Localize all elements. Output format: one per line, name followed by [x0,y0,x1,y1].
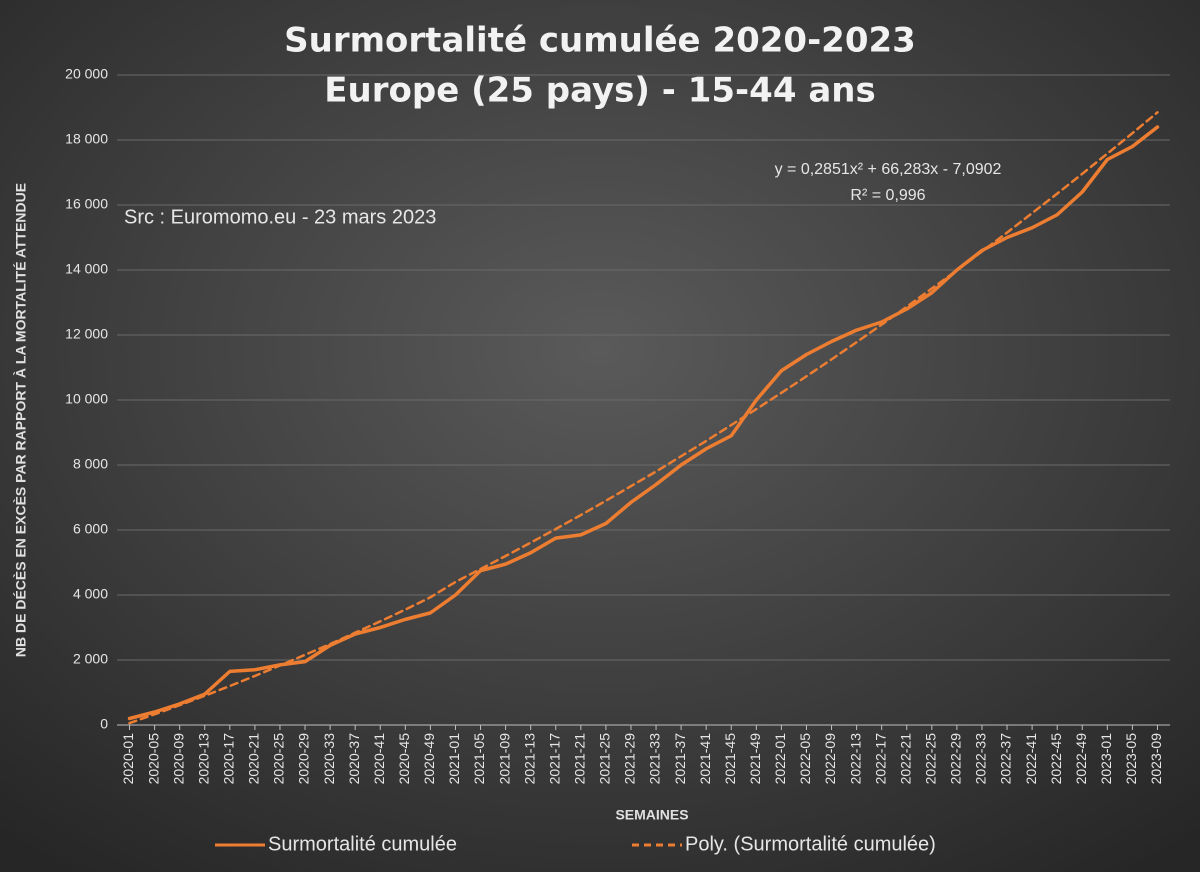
x-tick-label: 2020-05 [145,733,161,785]
x-tick-label: 2020-41 [371,733,387,785]
trend-line [128,111,1159,725]
y-axis-title: NB DE DÉCÈS EN EXCÈS PAR RAPPORT À LA MO… [13,183,29,657]
source-note: Src : Euromomo.eu - 23 mars 2023 [124,206,436,228]
x-tick-label: 2021-05 [471,733,487,785]
trend-r-squared: R² = 0,996 [850,187,925,204]
x-tick-label: 2020-37 [346,733,362,785]
x-tick-label: 2022-25 [923,733,939,785]
y-tick-label: 18 000 [65,131,108,147]
x-tick-label: 2020-29 [296,733,312,785]
x-tick-label: 2022-29 [948,733,964,785]
x-tick-label: 2023-09 [1148,733,1164,785]
y-tick-label: 8 000 [73,456,108,472]
x-tick-label: 2023-05 [1123,733,1139,785]
x-tick-label: 2021-41 [697,733,713,785]
y-tick-label: 14 000 [65,261,108,277]
x-tick-label: 2022-09 [822,733,838,785]
y-tick-label: 4 000 [73,586,108,602]
x-tick-label: 2020-17 [221,733,237,785]
x-tick-label: 2022-33 [973,733,989,785]
chart-subtitle: Europe (25 pays) - 15-44 ans [324,71,875,111]
x-tick-label: 2021-45 [722,733,738,785]
x-tick-label: 2022-41 [1023,733,1039,785]
x-tick-label: 2021-17 [546,733,562,785]
x-axis-title: SEMAINES [615,807,688,823]
y-tick-label: 6 000 [73,521,108,537]
y-tick-label: 0 [100,716,108,732]
chart-title: Surmortalité cumulée 2020-2023 [284,21,916,61]
x-tick-label: 2020-09 [170,733,186,785]
x-tick-label: 2021-25 [597,733,613,785]
x-tick-label: 2022-49 [1073,733,1089,785]
x-tick-label: 2021-29 [622,733,638,785]
x-tick-label: 2021-21 [572,733,588,785]
y-tick-label: 12 000 [65,326,108,342]
legend-label: Surmortalité cumulée [268,833,457,855]
x-tick-label: 2021-01 [446,733,462,785]
x-tick-label: 2022-13 [847,733,863,785]
x-tick-label: 2021-33 [647,733,663,785]
x-tick-label: 2020-45 [396,733,412,785]
x-tick-label: 2020-49 [421,733,437,785]
y-tick-label: 10 000 [65,391,108,407]
x-tick-label: 2023-01 [1098,733,1114,785]
x-tick-label: 2022-37 [998,733,1014,785]
x-tick-label: 2021-09 [496,733,512,785]
x-tick-label: 2022-21 [897,733,913,785]
y-tick-label: 2 000 [73,651,108,667]
x-tick-label: 2020-21 [246,733,262,785]
x-tick-label: 2020-33 [321,733,337,785]
x-tick-label: 2020-01 [120,733,136,785]
x-tick-label: 2021-49 [747,733,763,785]
x-tick-label: 2022-17 [872,733,888,785]
x-tick-label: 2022-45 [1048,733,1064,785]
x-tick-label: 2021-37 [672,733,688,785]
x-tick-label: 2022-01 [772,733,788,785]
y-tick-label: 16 000 [65,196,108,212]
x-tick-label: 2021-13 [521,733,537,785]
legend-label: Poly. (Surmortalité cumulée) [685,833,936,855]
x-tick-label: 2022-05 [797,733,813,785]
trend-equation: y = 0,2851x² + 66,283x - 7,0902 [775,161,1002,178]
x-tick-label: 2020-13 [195,733,211,785]
x-tick-label: 2020-25 [271,733,287,785]
y-tick-label: 20 000 [65,66,108,82]
